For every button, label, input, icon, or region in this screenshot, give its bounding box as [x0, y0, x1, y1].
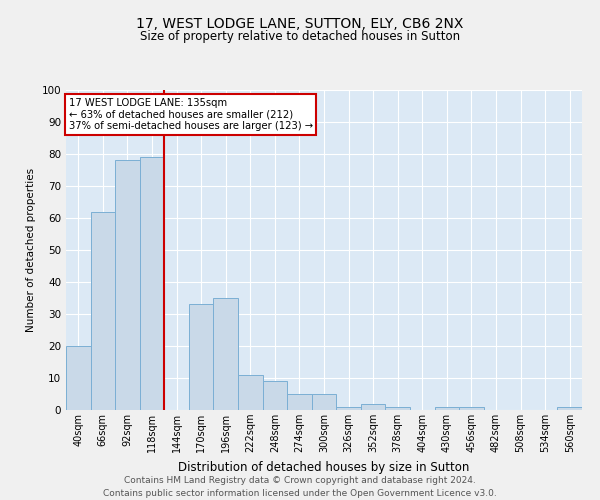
- Bar: [66, 346, 91, 410]
- Text: Contains HM Land Registry data © Crown copyright and database right 2024.
Contai: Contains HM Land Registry data © Crown c…: [103, 476, 497, 498]
- Bar: [189, 304, 214, 410]
- Bar: [214, 298, 238, 410]
- Bar: [238, 375, 263, 410]
- Text: Size of property relative to detached houses in Sutton: Size of property relative to detached ho…: [140, 30, 460, 43]
- X-axis label: Distribution of detached houses by size in Sutton: Distribution of detached houses by size …: [178, 460, 470, 473]
- Bar: [287, 394, 312, 410]
- Bar: [263, 381, 287, 410]
- Bar: [115, 160, 140, 410]
- Bar: [385, 407, 410, 410]
- Bar: [361, 404, 385, 410]
- Y-axis label: Number of detached properties: Number of detached properties: [26, 168, 36, 332]
- Bar: [91, 212, 115, 410]
- Bar: [557, 407, 582, 410]
- Bar: [336, 407, 361, 410]
- Bar: [140, 157, 164, 410]
- Text: 17, WEST LODGE LANE, SUTTON, ELY, CB6 2NX: 17, WEST LODGE LANE, SUTTON, ELY, CB6 2N…: [136, 18, 464, 32]
- Bar: [459, 407, 484, 410]
- Bar: [312, 394, 336, 410]
- Bar: [434, 407, 459, 410]
- Text: 17 WEST LODGE LANE: 135sqm
← 63% of detached houses are smaller (212)
37% of sem: 17 WEST LODGE LANE: 135sqm ← 63% of deta…: [68, 98, 313, 131]
